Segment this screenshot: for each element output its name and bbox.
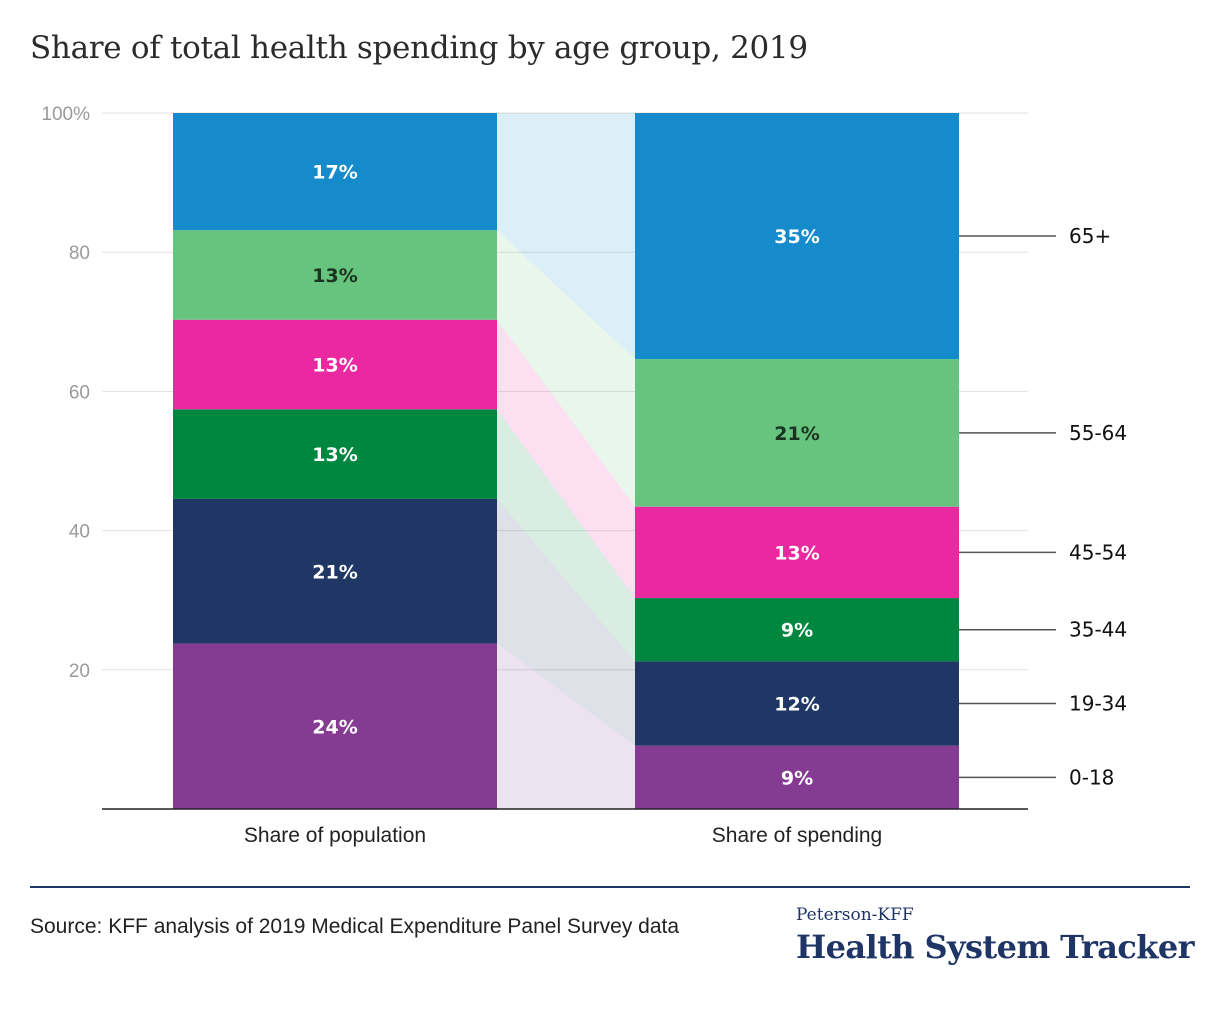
data-label: 13% [774, 542, 819, 564]
bar-segment-65+-population [173, 113, 497, 231]
bar-segment-19-34-spending [635, 661, 959, 746]
footer-divider [30, 886, 1190, 888]
connector-bands [497, 113, 635, 809]
legend-label-45-54: 45-54 [1069, 540, 1127, 564]
data-label: 13% [312, 444, 357, 466]
legend-label-65+: 65+ [1069, 224, 1111, 248]
data-labels: 24% 9% 21% 12% 13% 9% 13% 13% 13% 21% 17% 35% [312, 162, 819, 790]
bar-segment-45-54-spending [635, 506, 959, 599]
brand-main: Health System Tracker [796, 928, 1194, 966]
brand-top: Peterson-KFF [796, 905, 914, 925]
bar-segment-0-18-population [173, 643, 497, 809]
x-category-label: Share of spending [712, 824, 882, 847]
bar-segment-55-64-spending [635, 359, 959, 507]
data-label: 9% [781, 767, 813, 789]
connector-band-55-64 [497, 230, 635, 507]
legend: 0-18 19-34 35-44 45-54 55-64 65+ [959, 224, 1127, 789]
chart-title: Share of total health spending by age gr… [30, 30, 808, 66]
connector-band-19-34 [497, 498, 635, 746]
legend-label-19-34: 19-34 [1069, 692, 1127, 716]
data-label: 21% [312, 561, 357, 583]
y-tick-label: 20 [69, 661, 90, 682]
bar-segment-55-64-population [173, 230, 497, 320]
data-label: 24% [312, 716, 357, 738]
bars [173, 113, 959, 809]
data-label: 35% [774, 226, 819, 248]
bar-segment-35-44-spending [635, 598, 959, 662]
x-axis: Share of population Share of spending [102, 808, 1028, 847]
y-tick-label: 100% [41, 104, 90, 125]
bar-segment-19-34-population [173, 498, 497, 644]
bar-segment-35-44-population [173, 409, 497, 499]
bar-segment-0-18-spending [635, 745, 959, 809]
data-label: 13% [312, 265, 357, 287]
connector-band-45-54 [497, 319, 635, 599]
data-label: 17% [312, 162, 357, 184]
data-label: 13% [312, 355, 357, 377]
connector-band-0-18 [497, 643, 635, 809]
legend-label-55-64: 55-64 [1069, 421, 1127, 445]
y-tick-label: 40 [69, 522, 90, 543]
y-tick-label: 60 [69, 382, 90, 403]
legend-label-0-18: 0-18 [1069, 765, 1114, 789]
data-label: 21% [774, 423, 819, 445]
data-label: 12% [774, 694, 819, 716]
connector-band-35-44 [497, 409, 635, 662]
brand-logo: Peterson-KFF Health System Tracker [796, 905, 1196, 966]
source-note: Source: KFF analysis of 2019 Medical Exp… [30, 915, 680, 938]
x-category-label: Share of population [244, 824, 426, 847]
legend-label-35-44: 35-44 [1069, 618, 1127, 642]
bar-segment-65+-spending [635, 113, 959, 360]
y-tick-label: 80 [69, 243, 90, 264]
stacked-bar-chart: 20 40 60 80 100% 24% 9% 21% 12% 13% 9% 13% 13% 13% 21… [41, 104, 1127, 847]
connector-band-65+ [497, 113, 635, 360]
bar-segment-45-54-population [173, 319, 497, 410]
data-label: 9% [781, 620, 813, 642]
y-axis-ticks: 20 40 60 80 100% [41, 104, 90, 682]
